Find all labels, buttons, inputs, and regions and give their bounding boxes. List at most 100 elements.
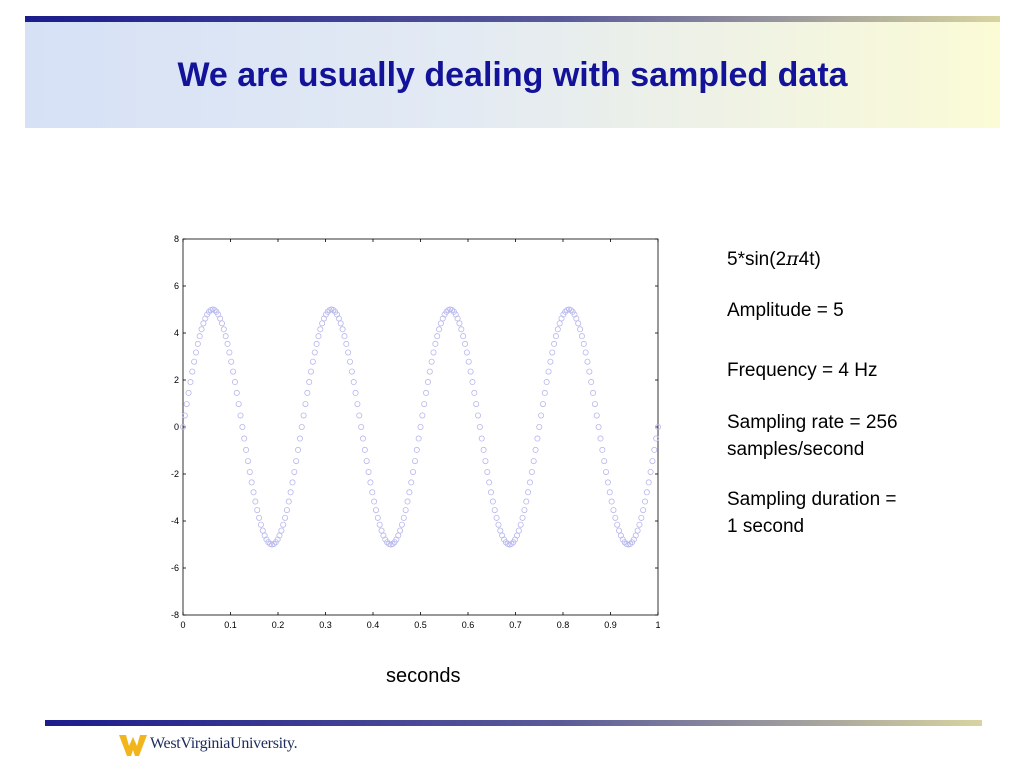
sample-point: [358, 423, 365, 430]
y-tick-label: -6: [171, 563, 179, 573]
sample-point: [337, 320, 344, 327]
sample-point: [645, 479, 652, 486]
sample-point: [508, 540, 515, 547]
sample-point: [603, 468, 610, 475]
sample-point: [359, 435, 366, 442]
sample-point: [469, 379, 476, 386]
sample-point: [614, 521, 621, 528]
frequency-note: Frequency = 4 Hz: [727, 360, 878, 381]
sample-point: [606, 489, 613, 496]
x-tick-label: 0.8: [557, 620, 570, 630]
sample-point: [421, 401, 428, 408]
sample-point: [526, 479, 533, 486]
sample-point: [638, 514, 645, 521]
sample-point: [647, 468, 654, 475]
x-tick-label: 0: [180, 620, 185, 630]
sample-point: [642, 498, 649, 505]
sample-point: [304, 389, 311, 396]
sample-point: [471, 389, 478, 396]
sample-point: [256, 514, 263, 521]
sample-point: [339, 326, 346, 333]
sample-point: [432, 340, 439, 347]
sample-point: [371, 498, 378, 505]
sample-point: [291, 468, 298, 475]
sample-point: [653, 435, 660, 442]
formula-prefix: 5*sin(2: [727, 249, 787, 270]
sample-point: [369, 489, 376, 496]
sample-point: [196, 333, 203, 340]
bottom-rule: [45, 720, 982, 726]
sample-point: [285, 498, 292, 505]
y-tick-label: 0: [174, 422, 179, 432]
sample-point: [306, 379, 313, 386]
sample-point: [321, 315, 328, 322]
sample-point: [372, 507, 379, 514]
sample-point: [415, 435, 422, 442]
sample-point: [189, 368, 196, 375]
university-logo: WestVirginiaUniversity.: [118, 728, 298, 760]
sample-point: [593, 412, 600, 419]
sample-point: [551, 340, 558, 347]
sample-point: [458, 326, 465, 333]
sample-point: [640, 507, 647, 514]
sample-point: [597, 435, 604, 442]
sample-point: [428, 358, 435, 365]
x-tick-label: 0.5: [414, 620, 427, 630]
sample-point: [478, 435, 485, 442]
sample-point: [346, 358, 353, 365]
sample-point: [402, 507, 409, 514]
y-tick-label: 8: [174, 234, 179, 244]
sample-point: [261, 532, 268, 539]
sample-point: [465, 358, 472, 365]
sample-point: [636, 521, 643, 528]
sample-point: [521, 507, 528, 514]
sampling-rate-line2: samples/second: [727, 439, 865, 460]
sample-point: [183, 401, 190, 408]
sample-point: [484, 468, 491, 475]
sample-point: [423, 389, 430, 396]
sample-point: [345, 349, 352, 356]
sample-point: [287, 489, 294, 496]
sample-point: [515, 527, 522, 534]
sample-point: [538, 412, 545, 419]
sample-point: [651, 446, 658, 453]
sample-point: [590, 389, 597, 396]
y-tick-label: 2: [174, 375, 179, 385]
university-name: WestVirginiaUniversity.: [150, 735, 298, 752]
x-axis-unit-label: seconds: [386, 665, 461, 687]
sample-point: [406, 489, 413, 496]
sample-point: [482, 458, 489, 465]
sample-point: [536, 423, 543, 430]
sample-point: [354, 401, 361, 408]
sample-point: [289, 479, 296, 486]
sample-point: [413, 446, 420, 453]
sample-point: [356, 412, 363, 419]
slide-title: We are usually dealing with sampled data: [177, 55, 848, 94]
sample-point: [617, 532, 624, 539]
sample-point: [519, 514, 526, 521]
sample-point: [330, 307, 337, 314]
sample-point: [194, 340, 201, 347]
sample-point: [317, 326, 324, 333]
sample-point: [278, 527, 285, 534]
sample-point: [302, 401, 309, 408]
sample-point: [426, 368, 433, 375]
duration-line2: 1 second: [727, 516, 805, 537]
sample-point: [239, 423, 246, 430]
sample-point: [270, 540, 277, 547]
sample-point: [243, 446, 250, 453]
x-tick-label: 0.2: [272, 620, 285, 630]
sample-point: [181, 412, 188, 419]
sample-point: [280, 521, 287, 528]
pi-symbol: π: [786, 248, 799, 270]
sample-point: [246, 468, 253, 475]
sample-point: [300, 412, 307, 419]
y-tick-label: -8: [171, 610, 179, 620]
sample-point: [222, 333, 229, 340]
sample-point: [525, 489, 532, 496]
x-tick-label: 0.9: [604, 620, 617, 630]
sample-point: [334, 311, 341, 318]
sample-point: [554, 326, 561, 333]
sample-point: [523, 498, 530, 505]
sample-point: [584, 358, 591, 365]
